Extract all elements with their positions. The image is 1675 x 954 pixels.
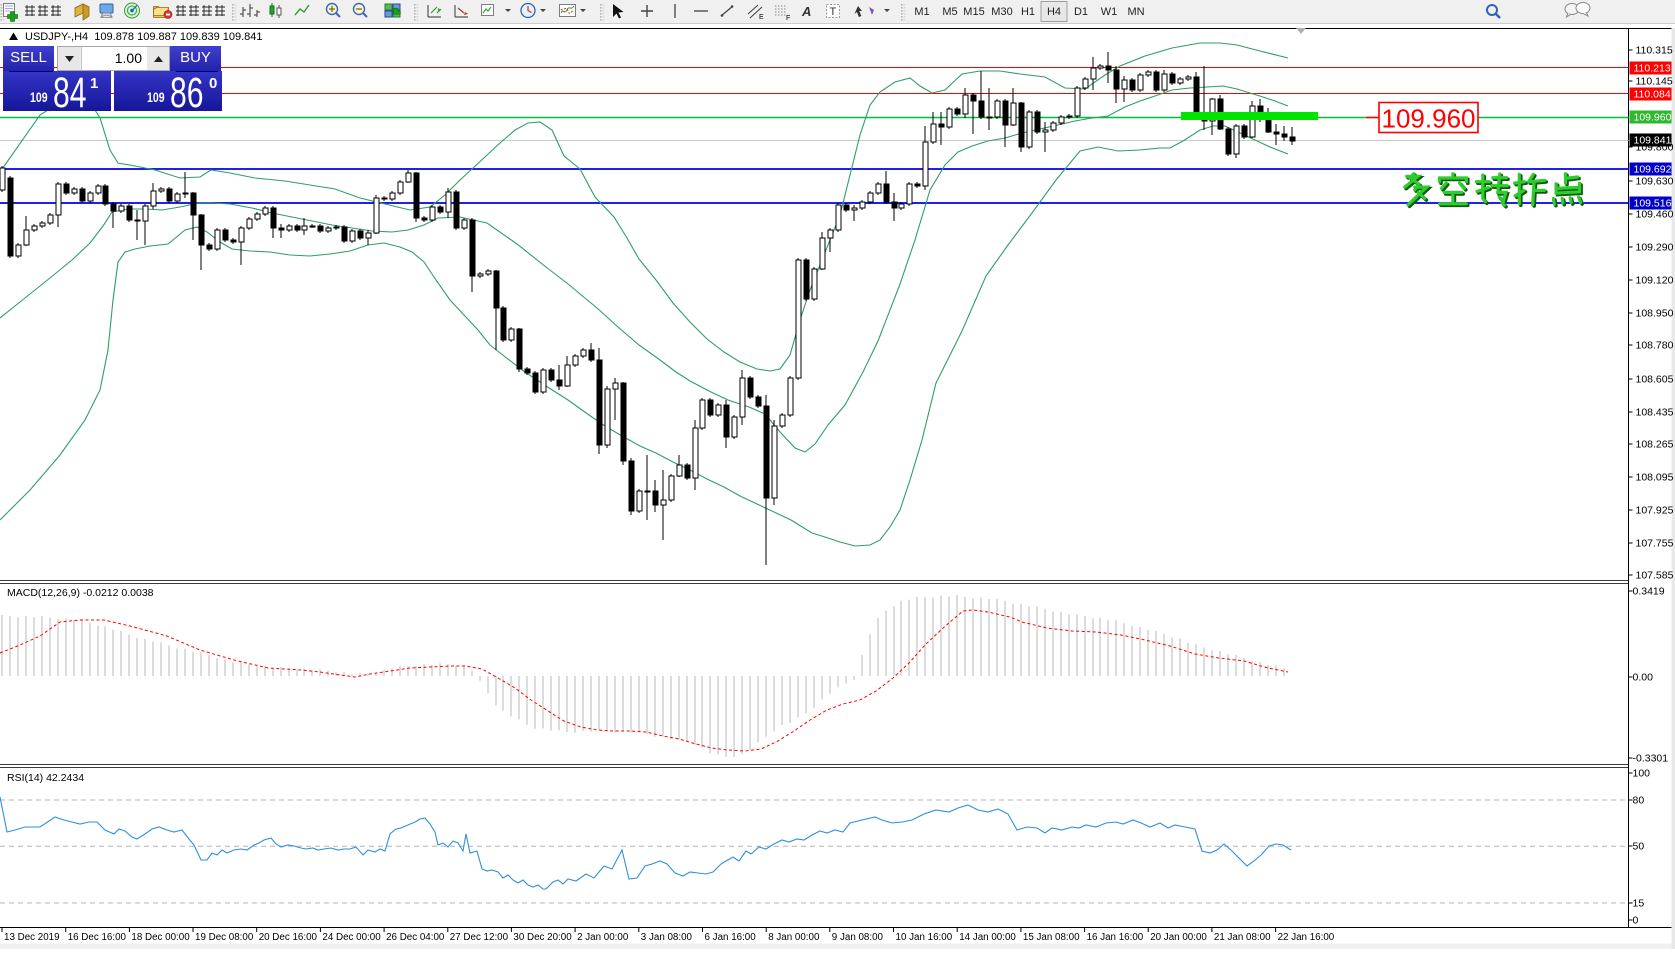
svg-text:30 Dec 20:00: 30 Dec 20:00 bbox=[513, 932, 572, 943]
svg-text:M1: M1 bbox=[914, 6, 929, 18]
svg-text:27 Dec 12:00: 27 Dec 12:00 bbox=[450, 932, 509, 943]
svg-text:110.084: 110.084 bbox=[1634, 89, 1671, 101]
svg-text:26 Dec 04:00: 26 Dec 04:00 bbox=[386, 932, 445, 943]
svg-text:8 Jan 00:00: 8 Jan 00:00 bbox=[768, 932, 820, 943]
svg-text:108.605: 108.605 bbox=[1636, 374, 1674, 386]
svg-text:22 Jan 16:00: 22 Jan 16:00 bbox=[1278, 932, 1335, 943]
svg-text:20 Jan 00:00: 20 Jan 00:00 bbox=[1150, 932, 1207, 943]
svg-text:100: 100 bbox=[1633, 768, 1651, 780]
svg-text:109.960: 109.960 bbox=[1634, 112, 1672, 124]
svg-text:M30: M30 bbox=[991, 6, 1012, 18]
svg-text:108.435: 108.435 bbox=[1636, 407, 1674, 419]
svg-text:109.960: 109.960 bbox=[1382, 104, 1476, 134]
svg-text:RSI(14) 42.2434: RSI(14) 42.2434 bbox=[7, 772, 84, 784]
svg-text:A: A bbox=[801, 4, 811, 19]
svg-text:16 Dec 16:00: 16 Dec 16:00 bbox=[68, 932, 127, 943]
svg-text:M15: M15 bbox=[963, 6, 984, 18]
svg-text:110.213: 110.213 bbox=[1634, 63, 1671, 75]
svg-text:19 Dec 08:00: 19 Dec 08:00 bbox=[195, 932, 254, 943]
svg-text:0.00: 0.00 bbox=[1633, 672, 1654, 684]
svg-text:18 Dec 00:00: 18 Dec 00:00 bbox=[131, 932, 190, 943]
svg-text:H1: H1 bbox=[1021, 6, 1035, 18]
svg-text:T: T bbox=[830, 6, 837, 18]
svg-text:50: 50 bbox=[1633, 841, 1645, 853]
svg-text:10 Jan 16:00: 10 Jan 16:00 bbox=[896, 932, 953, 943]
svg-text:D1: D1 bbox=[1074, 6, 1088, 18]
svg-text:13 Dec 2019: 13 Dec 2019 bbox=[4, 932, 60, 943]
svg-text:0: 0 bbox=[1633, 915, 1639, 927]
svg-text:109.692: 109.692 bbox=[1634, 164, 1672, 176]
svg-text:16 Jan 16:00: 16 Jan 16:00 bbox=[1087, 932, 1144, 943]
svg-text:15: 15 bbox=[1633, 898, 1645, 910]
svg-text:108.095: 108.095 bbox=[1636, 472, 1674, 484]
svg-text:MACD(12,26,9) -0.0212 0.0038: MACD(12,26,9) -0.0212 0.0038 bbox=[7, 587, 154, 599]
svg-text:H4: H4 bbox=[1047, 6, 1061, 18]
svg-text:20 Dec 16:00: 20 Dec 16:00 bbox=[259, 932, 318, 943]
svg-text:24 Dec 00:00: 24 Dec 00:00 bbox=[322, 932, 381, 943]
svg-text:107.585: 107.585 bbox=[1636, 570, 1674, 582]
svg-text:MN: MN bbox=[1127, 6, 1144, 18]
svg-text:-0.3301: -0.3301 bbox=[1633, 753, 1669, 765]
svg-text:110.145: 110.145 bbox=[1636, 76, 1673, 88]
svg-text:108.780: 108.780 bbox=[1636, 340, 1674, 352]
svg-text:109.290: 109.290 bbox=[1636, 242, 1674, 254]
svg-text:80: 80 bbox=[1633, 795, 1645, 807]
svg-text:109.630: 109.630 bbox=[1636, 176, 1674, 188]
svg-text:109.120: 109.120 bbox=[1636, 275, 1674, 287]
svg-text:21 Jan 08:00: 21 Jan 08:00 bbox=[1214, 932, 1271, 943]
svg-text:6 Jan 16:00: 6 Jan 16:00 bbox=[705, 932, 757, 943]
svg-text:0.3419: 0.3419 bbox=[1633, 586, 1665, 598]
svg-text:USDJPY-,H4 109.878 109.887 10: USDJPY-,H4 109.878 109.887 109.839 109.8… bbox=[25, 31, 263, 43]
svg-text:110.315: 110.315 bbox=[1636, 45, 1673, 57]
svg-text:M5: M5 bbox=[942, 6, 957, 18]
svg-text:14 Jan 00:00: 14 Jan 00:00 bbox=[959, 932, 1016, 943]
svg-text:W1: W1 bbox=[1101, 6, 1118, 18]
svg-text:9 Jan 08:00: 9 Jan 08:00 bbox=[832, 932, 884, 943]
svg-text:107.925: 107.925 bbox=[1636, 505, 1674, 517]
svg-text:109.516: 109.516 bbox=[1634, 198, 1672, 210]
svg-text:107.755: 107.755 bbox=[1636, 538, 1674, 550]
svg-text:2 Jan 00:00: 2 Jan 00:00 bbox=[577, 932, 629, 943]
svg-text:108.265: 108.265 bbox=[1636, 439, 1674, 451]
svg-text:108.950: 108.950 bbox=[1636, 308, 1674, 320]
svg-text:E: E bbox=[759, 14, 764, 21]
svg-text:F: F bbox=[786, 15, 790, 22]
svg-text:15 Jan 08:00: 15 Jan 08:00 bbox=[1023, 932, 1080, 943]
svg-text:3 Jan 08:00: 3 Jan 08:00 bbox=[641, 932, 693, 943]
svg-text:109.841: 109.841 bbox=[1634, 135, 1672, 147]
svg-text:109.460: 109.460 bbox=[1636, 209, 1674, 221]
